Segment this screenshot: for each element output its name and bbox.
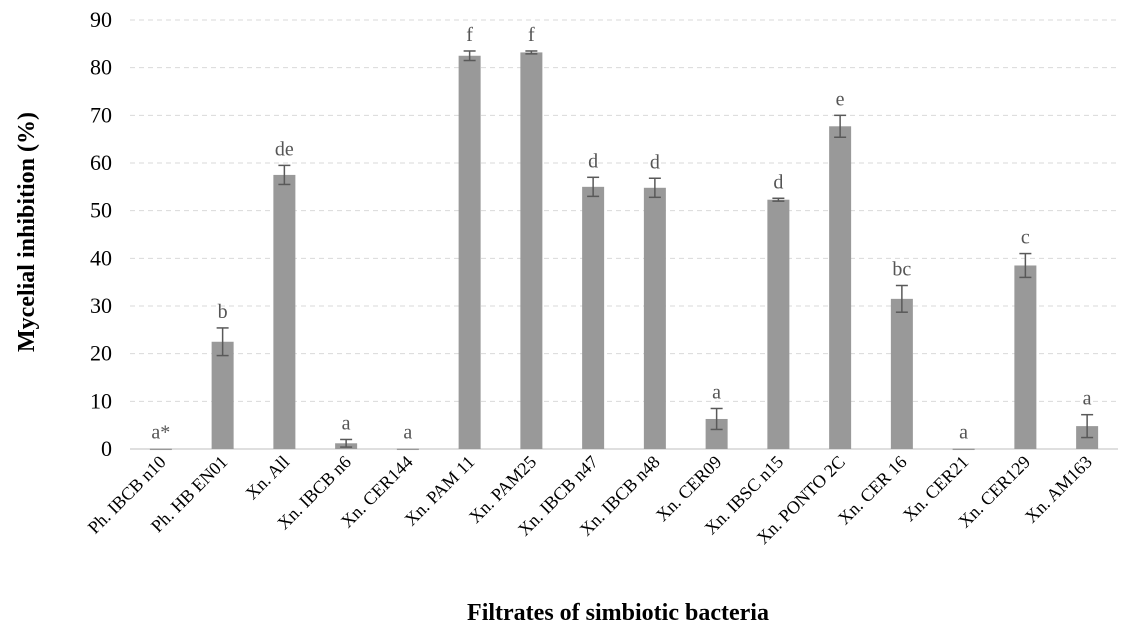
bar	[1014, 265, 1037, 449]
significance-letter: a*	[151, 422, 170, 444]
bar	[396, 448, 419, 451]
y-axis-ticks: 0 10 20 30 40 50 60 70 80 90	[90, 7, 112, 461]
bar	[520, 52, 543, 450]
bar	[767, 199, 790, 449]
bar	[952, 448, 975, 451]
significance-letter: f	[466, 24, 473, 46]
y-tick-label: 10	[90, 388, 112, 413]
y-tick-label: 50	[90, 198, 112, 223]
x-axis-title: Filtrates of simbiotic bacteria	[467, 600, 769, 626]
bar	[705, 418, 728, 449]
bars	[149, 52, 1099, 451]
y-tick-label: 80	[90, 55, 112, 80]
significance-letter: d	[773, 171, 783, 193]
y-tick-label: 70	[90, 102, 112, 127]
category-label: Xn. All	[242, 452, 294, 504]
significance-letter: a	[1083, 388, 1092, 410]
significance-letter: a	[959, 422, 968, 444]
bar	[829, 126, 852, 450]
significance-letter: bc	[892, 259, 911, 281]
bar	[458, 55, 481, 449]
significance-letter: f	[528, 24, 535, 46]
y-tick-label: 60	[90, 150, 112, 175]
error-bars	[216, 50, 1094, 448]
y-tick-label: 90	[90, 7, 112, 32]
significance-letter: c	[1021, 227, 1030, 249]
y-axis-title: Mycelial inhibition (%)	[14, 112, 40, 352]
significance-letter: a	[712, 381, 721, 403]
bar	[643, 187, 666, 449]
significance-letter: de	[275, 138, 294, 160]
bar	[211, 341, 234, 449]
bar	[149, 448, 172, 451]
category-label: Xn. AM163	[1021, 452, 1096, 527]
y-tick-label: 20	[90, 341, 112, 366]
y-tick-label: 0	[101, 436, 112, 461]
significance-letter: e	[836, 88, 845, 110]
significance-letter: d	[650, 151, 660, 173]
significance-letter: a	[342, 412, 351, 434]
significance-letter: a	[403, 422, 412, 444]
y-tick-label: 30	[90, 293, 112, 318]
bar	[582, 186, 605, 450]
y-tick-label: 40	[90, 245, 112, 270]
significance-letter: d	[588, 150, 598, 172]
bar	[273, 174, 296, 449]
significance-letter: b	[218, 301, 228, 323]
bar	[890, 298, 913, 449]
